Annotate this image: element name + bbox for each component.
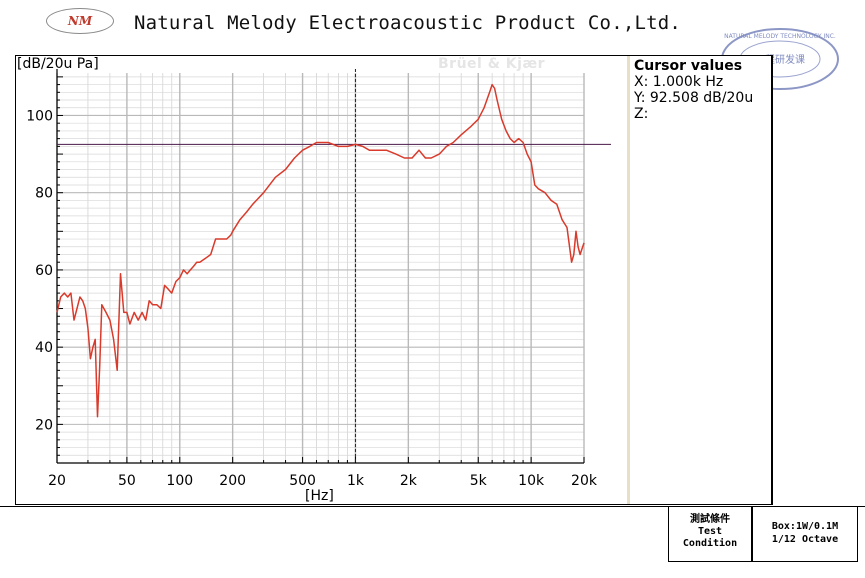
cursor-y-readout: Y: 92.508 dB/20u xyxy=(634,90,754,106)
header: NM Natural Melody Electroacoustic Produc… xyxy=(0,0,865,90)
cursor-values-title: Cursor values xyxy=(634,58,743,74)
test-condition-en-1: Test xyxy=(697,526,723,537)
x-tick-label: 100 xyxy=(166,473,193,489)
cursor-values-panel: Cursor values X: 1.000k Hz Y: 92.508 dB/… xyxy=(634,58,774,122)
test-condition-cn: 測試條件 xyxy=(690,514,730,525)
test-condition-value: Box:1W/0.1M 1/12 Octave xyxy=(752,506,858,562)
y-tick-label: 40 xyxy=(35,340,53,356)
y-tick-label: 60 xyxy=(35,263,53,279)
x-tick-label: 200 xyxy=(219,473,246,489)
cursor-crosshair xyxy=(57,69,611,463)
plot-frame xyxy=(15,55,773,505)
tick-labels: 20 40 60 80 100 20 50 100 200 500 1k 2k 5k 10k 20k xyxy=(26,108,598,489)
series-group xyxy=(56,83,585,418)
company-name: Natural Melody Electroacoustic Product C… xyxy=(134,12,682,34)
y-tick-label: 80 xyxy=(35,186,53,202)
x-tick-label: 20 xyxy=(48,473,66,489)
x-tick-label: 2k xyxy=(400,473,418,489)
y-tick-label: 20 xyxy=(35,417,53,433)
test-condition-value-1: Box:1W/0.1M xyxy=(771,521,839,532)
x-tick-label: 1k xyxy=(347,473,365,489)
x-tick-label: 50 xyxy=(118,473,136,489)
y-tick-label: 100 xyxy=(26,108,53,124)
brand-watermark: Brüel & Kjær xyxy=(438,56,546,72)
x-axis-label: [Hz] xyxy=(305,488,334,504)
cursor-x-readout: X: 1.000k Hz xyxy=(634,74,724,90)
y-axis-label: [dB/20u Pa] xyxy=(17,56,99,72)
test-condition-en-2: Condition xyxy=(682,538,738,549)
axis-ticks xyxy=(56,69,585,464)
x-tick-label: 10k xyxy=(518,473,545,489)
x-tick-label: 20k xyxy=(571,473,598,489)
test-condition-value-2: 1/12 Octave xyxy=(771,534,839,545)
stamp-outer-text: NATURAL MELODY TECHNOLOGY INC. xyxy=(724,33,836,40)
x-tick-label: 5k xyxy=(470,473,488,489)
minor-grid xyxy=(57,73,584,464)
panel-separator xyxy=(627,56,630,504)
cursor-z-readout: Z: xyxy=(634,106,649,122)
major-grid xyxy=(56,73,585,463)
test-condition-label: 測試條件 Test Condition xyxy=(668,506,752,562)
series-line xyxy=(56,83,585,418)
x-tick-label: 500 xyxy=(289,473,316,489)
frame-bottom-line xyxy=(0,506,865,507)
company-logo: NM xyxy=(46,8,114,34)
